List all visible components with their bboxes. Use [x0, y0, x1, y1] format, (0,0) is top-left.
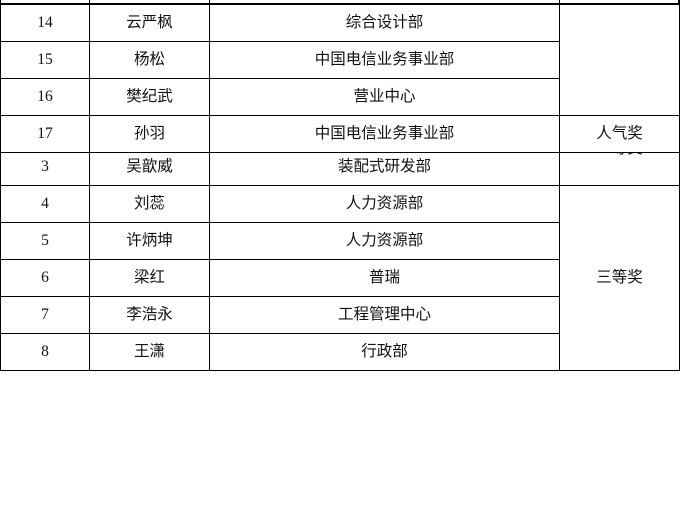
table-row: 3 吴歆威 装配式研发部 [0, 148, 680, 186]
table-row: 7 李浩永 工程管理中心 [0, 296, 680, 334]
row-award-blank [559, 4, 680, 116]
row-author: 孙羽 [89, 115, 210, 153]
continued-award-table: 14 云严枫 综合设计部 15 杨松 中国电信业务事业部 16 樊纪武 营业中心… [0, 4, 680, 153]
sliver-divider-3 [559, 0, 560, 3]
row-department: 行政部 [209, 333, 560, 371]
row-author: 吴歆威 [89, 148, 210, 186]
table-row: 6 梁红 普瑞 [0, 259, 680, 297]
award-third-prize: 三等奖 [558, 185, 681, 371]
table-row: 14 云严枫 综合设计部 [0, 4, 680, 116]
row-index: 8 [0, 333, 90, 371]
row-department: 营业中心 [209, 78, 560, 116]
table-row: 5 许炳坤 人力资源部 [0, 222, 680, 260]
row-department: 人力资源部 [209, 222, 560, 260]
row-author: 李浩永 [89, 296, 210, 334]
row-index: 6 [0, 259, 90, 297]
cut-off-row-sliver [0, 0, 679, 4]
table-row: 4 刘蕊 人力资源部 三等奖 [0, 185, 681, 371]
row-index: 15 [0, 41, 90, 79]
row-department: 工程管理中心 [209, 296, 560, 334]
continued-award-table-section: 14 云严枫 综合设计部 15 杨松 中国电信业务事业部 16 樊纪武 营业中心… [0, 0, 680, 153]
row-index: 16 [0, 78, 90, 116]
row-award: 人气奖 [559, 115, 680, 153]
row-index: 7 [0, 296, 90, 334]
table-row: 15 杨松 中国电信业务事业部 [0, 41, 680, 79]
row-department: 普瑞 [209, 259, 560, 297]
row-department: 装配式研发部 [209, 148, 560, 186]
row-author: 许炳坤 [89, 222, 210, 260]
row-index: 14 [0, 4, 90, 42]
row-index: 3 [0, 148, 90, 186]
row-department: 中国电信业务事业部 [209, 41, 560, 79]
table-row: 17 孙羽 中国电信业务事业部 人气奖 [0, 115, 680, 153]
row-author: 王潇 [89, 333, 210, 371]
row-author: 云严枫 [89, 4, 210, 42]
row-author: 杨松 [89, 41, 210, 79]
row-index: 5 [0, 222, 90, 260]
row-index: 17 [0, 115, 90, 153]
sliver-divider-2 [209, 0, 210, 3]
table-row: 16 樊纪武 营业中心 [0, 78, 680, 116]
row-index: 4 [0, 185, 90, 223]
row-department: 人力资源部 [209, 185, 560, 223]
row-department: 综合设计部 [209, 4, 560, 42]
row-author: 樊纪武 [89, 78, 210, 116]
row-author: 梁红 [89, 259, 210, 297]
row-author: 刘蕊 [89, 185, 210, 223]
sliver-divider-1 [89, 0, 90, 3]
table-row: 8 王潇 行政部 [0, 333, 680, 371]
row-department: 中国电信业务事业部 [209, 115, 560, 153]
